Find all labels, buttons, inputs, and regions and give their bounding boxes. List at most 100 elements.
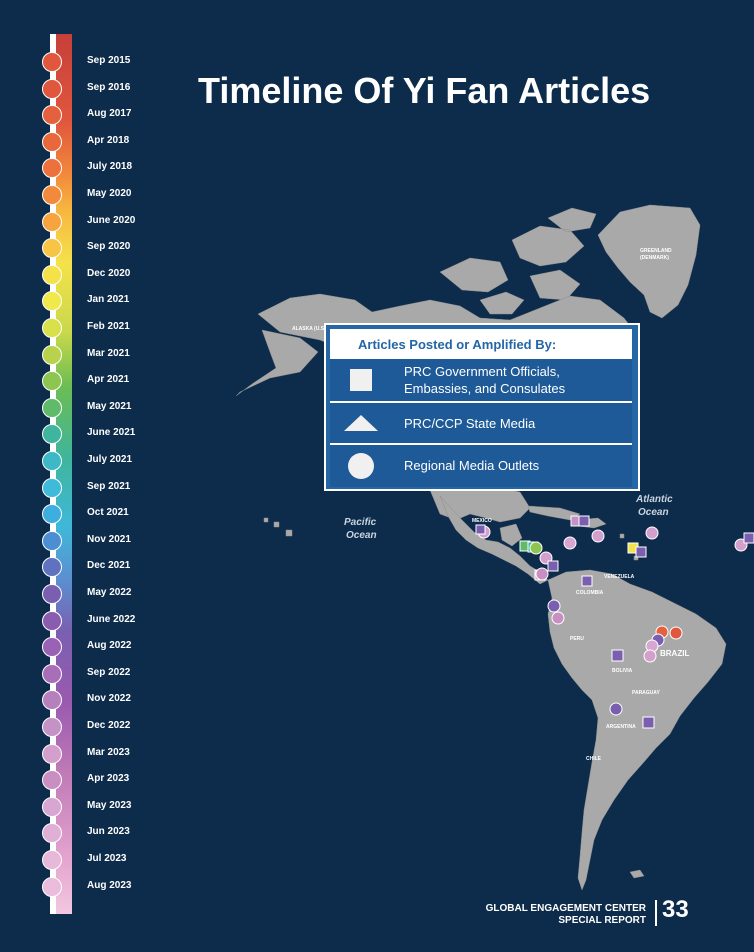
legend-item-state-media: PRC/CCP State Media [330, 401, 632, 445]
peru-label: PERU [570, 636, 584, 642]
timeline-date-label: Nov 2021 [87, 533, 131, 545]
marker-circle [551, 611, 565, 625]
atlantic-ocean-label-2: Ocean [638, 507, 669, 518]
venezuela-label: VENEZUELA [604, 574, 635, 580]
timeline-dot [42, 876, 62, 897]
timeline-dot [42, 663, 62, 684]
timeline-date-label: Apr 2021 [87, 374, 130, 386]
marker-circle [645, 526, 659, 540]
timeline-date-label: Jun 2023 [87, 826, 130, 838]
timeline-dot [42, 451, 62, 471]
greenland-label-2: (DENMARK) [640, 255, 669, 261]
timeline-date-label: Nov 2022 [87, 693, 131, 705]
hawaii-islands [263, 517, 293, 537]
marker-square [475, 524, 486, 535]
marker-circle [529, 541, 543, 555]
mexico-label: MEXICO [472, 518, 492, 524]
bolivia-label: BOLIVIA [612, 668, 633, 674]
timeline-dot [42, 610, 62, 631]
timeline-date-label: Jul 2023 [87, 853, 127, 864]
marker-circle [591, 529, 605, 543]
timeline-dot [42, 238, 62, 259]
timeline-dot [42, 796, 62, 817]
timeline-date-label: Apr 2023 [87, 773, 130, 785]
timeline-dot [42, 78, 62, 99]
marker-circle [563, 536, 577, 550]
triangle-icon [344, 415, 378, 431]
timeline-dot [42, 291, 62, 312]
marker-circle [643, 649, 657, 663]
timeline-dot [42, 557, 62, 578]
legend-item-label-2: Embassies, and Consulates [404, 381, 566, 396]
legend-item-government: PRC Government Officials, Embassies, and… [330, 357, 632, 403]
timeline-date-label: May 2022 [87, 587, 132, 598]
timeline-date-label: Apr 2018 [87, 134, 130, 146]
timeline-dot [42, 584, 62, 604]
timeline-dot [42, 105, 62, 126]
marker-square [581, 575, 593, 587]
timeline-date-label: Oct 2021 [87, 507, 129, 519]
brazil-label: BRAZIL [660, 649, 689, 658]
timeline-dot [42, 743, 62, 764]
footer-divider [655, 900, 657, 926]
timeline-date-label: Dec 2022 [87, 720, 131, 731]
timeline-date-label: Sep 2021 [87, 480, 131, 492]
marker-circle [669, 626, 683, 640]
legend-item-label: PRC/CCP State Media [404, 416, 536, 431]
timeline-dot [42, 211, 62, 232]
timeline-date-label: Sep 2020 [87, 241, 131, 253]
timeline-date-label: Mar 2021 [87, 347, 130, 359]
timeline-dot [42, 397, 62, 418]
timeline-dot [42, 371, 62, 392]
cuba [527, 505, 581, 521]
alaska-peninsula [235, 329, 319, 397]
timeline-date-label: Aug 2023 [87, 879, 132, 891]
timeline-date-label: May 2023 [87, 799, 132, 811]
timeline-dot [42, 504, 62, 525]
marker-square [635, 546, 647, 558]
legend-title: Articles Posted or Amplified By: [358, 337, 557, 352]
timeline-dot [42, 185, 62, 205]
timeline-date-label: July 2018 [87, 161, 133, 173]
timeline-date-label: May 2021 [87, 400, 132, 412]
timeline-dot [42, 158, 62, 179]
timeline-date-label: Sep 2015 [87, 55, 131, 66]
marker-square [578, 515, 590, 527]
timeline-date-label: Feb 2021 [87, 321, 130, 332]
legend-item-regional-media: Regional Media Outlets [330, 443, 632, 487]
timeline-dot [42, 717, 62, 737]
timeline-date-label: Sep 2022 [87, 666, 131, 678]
legend-item-label: PRC Government Officials, [404, 364, 560, 379]
timeline-dot [42, 530, 62, 551]
page-number: 33 [662, 896, 689, 923]
timeline-date-label: June 2021 [87, 427, 136, 439]
map-legend: Articles Posted or Amplified By: PRC Gov… [324, 323, 640, 491]
pacific-ocean-label: Pacific [344, 517, 377, 528]
footer-org-line1: GLOBAL ENGAGEMENT CENTER [485, 903, 646, 914]
legend-item-label: Regional Media Outlets [404, 458, 540, 473]
timeline-dot [42, 344, 62, 365]
timeline-date-label: July 2021 [87, 454, 133, 465]
timeline-dot [42, 318, 62, 338]
timeline-dot [42, 264, 62, 285]
timeline-dot [42, 131, 62, 152]
timeline-date-label: June 2022 [87, 613, 136, 625]
atlantic-ocean-label: Atlantic [635, 494, 673, 505]
timeline-dot [42, 52, 62, 72]
marker-square [547, 560, 559, 572]
colombia-label: COLOMBIA [576, 590, 604, 596]
falkland-islands [629, 869, 645, 879]
circle-icon [348, 453, 374, 479]
mexico-central-america [439, 495, 549, 585]
footer-org-line2: SPECIAL REPORT [558, 915, 646, 926]
chile-label: CHILE [586, 756, 602, 762]
timeline-dot [42, 770, 62, 791]
alaska-label: ALASKA (U.S.) [292, 326, 327, 332]
yucatan [499, 523, 523, 547]
timeline-date-label: Sep 2016 [87, 81, 131, 93]
timeline-dot [42, 637, 62, 658]
marker-circle [547, 599, 561, 613]
marker-square [642, 716, 655, 729]
timeline-date-label: Dec 2021 [87, 560, 131, 572]
timeline-date-label: Jan 2021 [87, 294, 130, 306]
